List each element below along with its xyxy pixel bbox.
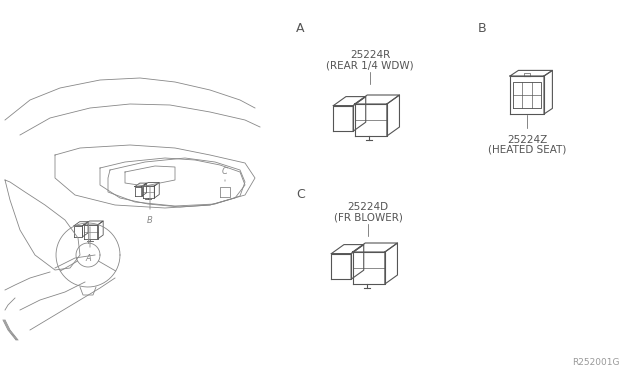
Text: B: B: [147, 216, 153, 225]
Text: A: A: [85, 254, 91, 263]
Text: A: A: [296, 22, 305, 35]
Text: 25224Z: 25224Z: [507, 135, 547, 145]
Text: 25224R: 25224R: [350, 50, 390, 60]
Text: C: C: [296, 188, 305, 201]
Text: B: B: [478, 22, 486, 35]
Text: C: C: [222, 167, 228, 176]
Text: (FR BLOWER): (FR BLOWER): [333, 212, 403, 222]
Text: (HEATED SEAT): (HEATED SEAT): [488, 145, 566, 155]
Text: 25224D: 25224D: [348, 202, 388, 212]
Text: R252001G: R252001G: [573, 358, 620, 367]
Text: (REAR 1/4 WDW): (REAR 1/4 WDW): [326, 60, 414, 70]
